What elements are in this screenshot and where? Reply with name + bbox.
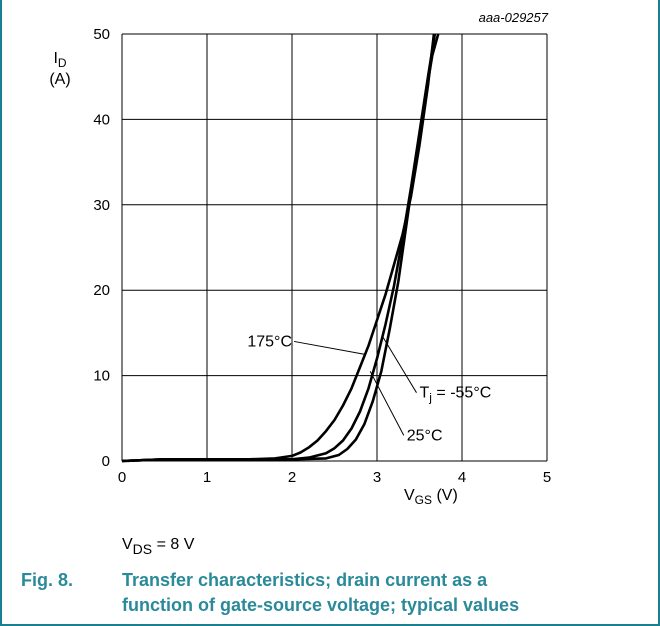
series-line-2	[121, 33, 440, 463]
annotation-label-1: Tj = -55°C	[420, 385, 492, 405]
x-tick-label-4: 4	[458, 469, 466, 486]
annotation-leader-2	[369, 371, 405, 436]
y-axis-label: ID	[53, 50, 66, 70]
annotation-label-2: 25°C	[407, 427, 443, 444]
x-tick-label-5: 5	[543, 469, 551, 486]
annotation-leader-0	[293, 340, 365, 355]
annotation-leader-1	[382, 336, 417, 393]
y-tick-label-30: 30	[93, 197, 110, 214]
y-tick-label-50: 50	[93, 26, 110, 43]
x-axis-label: VGS (V)	[404, 487, 458, 507]
figure-code: aaa-029257	[479, 10, 549, 25]
chart-series	[121, 33, 440, 463]
x-tick-label-1: 1	[203, 469, 211, 486]
y-axis-unit: (A)	[49, 71, 70, 88]
y-tick-label-0: 0	[102, 453, 110, 470]
x-tick-label-3: 3	[373, 469, 381, 486]
figure-number: Fig. 8.	[21, 570, 73, 590]
y-tick-label-40: 40	[93, 111, 110, 128]
figure-caption-line2: function of gate-source voltage; typical…	[122, 595, 519, 615]
series-line-0	[121, 33, 436, 463]
annotation-label-0: 175°C	[247, 333, 292, 350]
curve-annotations: 175°C Tj = -55°C 25°C	[247, 333, 491, 444]
y-tick-label-10: 10	[93, 368, 110, 385]
y-tick-label-20: 20	[93, 282, 110, 299]
test-condition: VDS = 8 V	[122, 536, 195, 557]
grid-lines	[121, 33, 548, 462]
series-line-1	[121, 33, 437, 463]
x-tick-label-2: 2	[288, 469, 296, 486]
x-tick-label-0: 0	[118, 469, 126, 486]
figure-caption-line1: Transfer characteristics; drain current …	[122, 570, 488, 590]
